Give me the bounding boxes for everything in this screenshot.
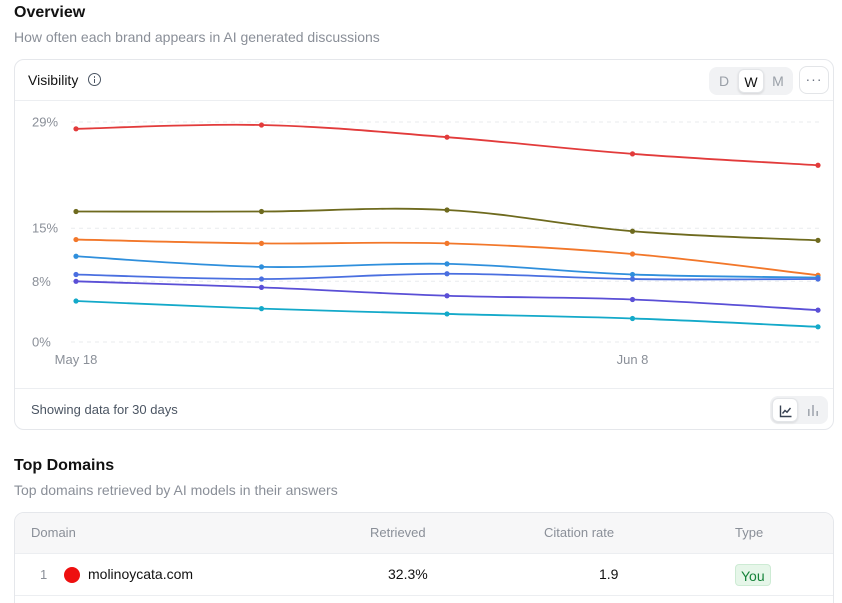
column-citation-rate[interactable]: Citation rate <box>544 525 615 540</box>
data-range-text: Showing data for 30 days <box>31 402 178 417</box>
column-retrieved[interactable]: Retrieved <box>370 525 426 540</box>
data-point <box>629 315 636 322</box>
data-point <box>629 251 636 257</box>
data-point <box>629 271 636 278</box>
data-point <box>629 151 636 157</box>
data-point <box>258 240 265 246</box>
visibility-footer: Showing data for 30 days <box>15 388 833 429</box>
period-d-button[interactable]: D <box>718 73 730 89</box>
domain-name[interactable]: molinoycata.com <box>88 566 194 582</box>
overview-subtitle: How often each brand appears in AI gener… <box>14 29 380 45</box>
y-tick-label: 15% <box>32 221 58 236</box>
data-point <box>258 306 265 312</box>
data-point <box>629 296 636 303</box>
data-point <box>444 293 450 299</box>
data-point <box>444 311 450 317</box>
data-point <box>258 284 265 290</box>
visibility-line-chart: 29% 15% 8% 0% May 18 Jun 8 <box>32 115 821 367</box>
visibility-title: Visibility <box>28 72 79 88</box>
table-header: Domain Retrieved Citation rate Type <box>15 513 833 554</box>
data-point <box>444 207 450 213</box>
data-point <box>73 208 79 215</box>
data-point <box>815 276 821 282</box>
data-point <box>815 237 821 243</box>
more-options-button[interactable]: ··· <box>799 66 829 94</box>
data-point <box>258 264 265 270</box>
bar-chart-icon <box>808 405 818 416</box>
citation-rate-value: 1.9 <box>599 566 619 582</box>
period-m-button[interactable]: M <box>772 73 784 89</box>
row-rank: 1 <box>40 567 48 582</box>
data-point <box>73 126 79 132</box>
data-point <box>815 307 821 313</box>
data-point <box>629 276 636 282</box>
y-tick-label: 8% <box>32 274 51 289</box>
visibility-card: Visibility D W M ··· 29% 15% 8% 0% May 18 Jun… <box>14 59 834 430</box>
chart-type-toggle <box>770 396 828 424</box>
data-point <box>258 122 265 128</box>
data-point <box>444 134 450 140</box>
series-line-2 <box>75 207 819 242</box>
overview-title: Overview <box>14 4 86 21</box>
x-tick-label: May 18 <box>55 352 98 367</box>
data-point <box>73 271 79 278</box>
y-tick-label: 29% <box>32 115 58 130</box>
data-point <box>444 261 450 267</box>
data-point <box>815 324 821 330</box>
data-point <box>73 298 79 304</box>
data-point <box>73 253 79 259</box>
type-badge: You <box>735 564 771 586</box>
bar-chart-button[interactable] <box>800 398 826 422</box>
y-tick-label: 0% <box>32 335 51 350</box>
retrieved-value: 32.3% <box>388 566 428 582</box>
line-chart-button[interactable] <box>772 398 798 422</box>
x-tick-label: Jun 8 <box>617 352 649 367</box>
data-point <box>73 278 79 284</box>
visibility-header: Visibility D W M ··· <box>15 60 833 101</box>
top-domains-table: Domain Retrieved Citation rate Type 1 mo… <box>14 512 834 603</box>
series-line-1 <box>75 123 819 167</box>
info-icon[interactable] <box>88 73 101 86</box>
domain-favicon <box>64 567 80 583</box>
period-selector: D W M <box>709 67 793 95</box>
data-point <box>258 208 265 215</box>
top-domains-title: Top Domains <box>14 457 115 474</box>
top-domains-subtitle: Top domains retrieved by AI models in th… <box>14 482 338 498</box>
table-row[interactable]: 1 molinoycata.com 32.3% 1.9 You <box>15 554 833 596</box>
period-w-button[interactable]: W <box>738 69 764 93</box>
data-point <box>815 162 821 168</box>
data-point <box>73 236 79 243</box>
data-point <box>629 228 636 234</box>
column-domain[interactable]: Domain <box>31 525 76 540</box>
column-type[interactable]: Type <box>735 525 764 540</box>
data-point <box>258 276 265 282</box>
line-chart-icon <box>779 405 792 418</box>
data-point <box>444 271 450 277</box>
data-point <box>444 240 450 246</box>
